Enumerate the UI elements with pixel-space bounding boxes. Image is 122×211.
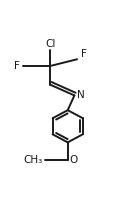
Text: Cl: Cl	[45, 39, 56, 49]
Text: F: F	[81, 49, 87, 59]
Text: O: O	[69, 156, 77, 165]
Text: F: F	[14, 61, 19, 71]
Text: N: N	[77, 91, 85, 100]
Text: CH₃: CH₃	[23, 156, 42, 165]
